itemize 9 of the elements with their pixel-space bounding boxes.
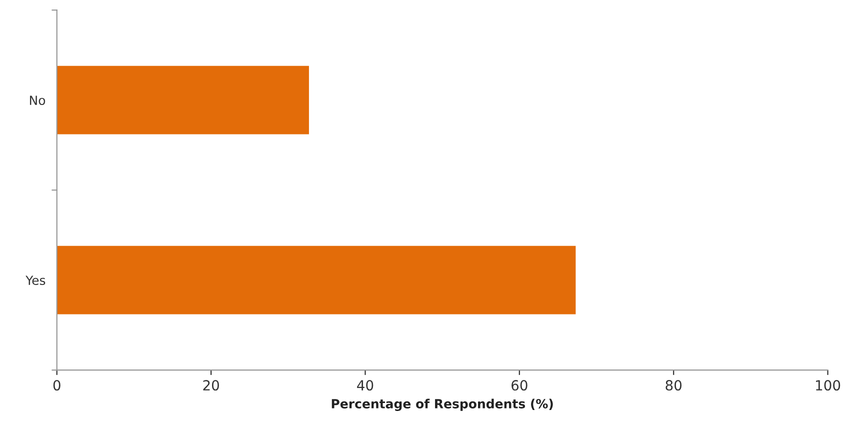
x-tick-label: 20 [203,380,219,391]
x-tick-label: 60 [512,380,528,391]
y-tick-label: Yes [26,276,46,286]
x-tick-label: 80 [666,380,682,391]
x-tick-label: 0 [53,380,60,391]
x-tick-label: 40 [357,380,374,391]
x-axis-title: Percentage of Respondents (%) [332,398,553,411]
x-tick-label: 100 [816,380,840,391]
y-tick-label: No [30,96,46,106]
